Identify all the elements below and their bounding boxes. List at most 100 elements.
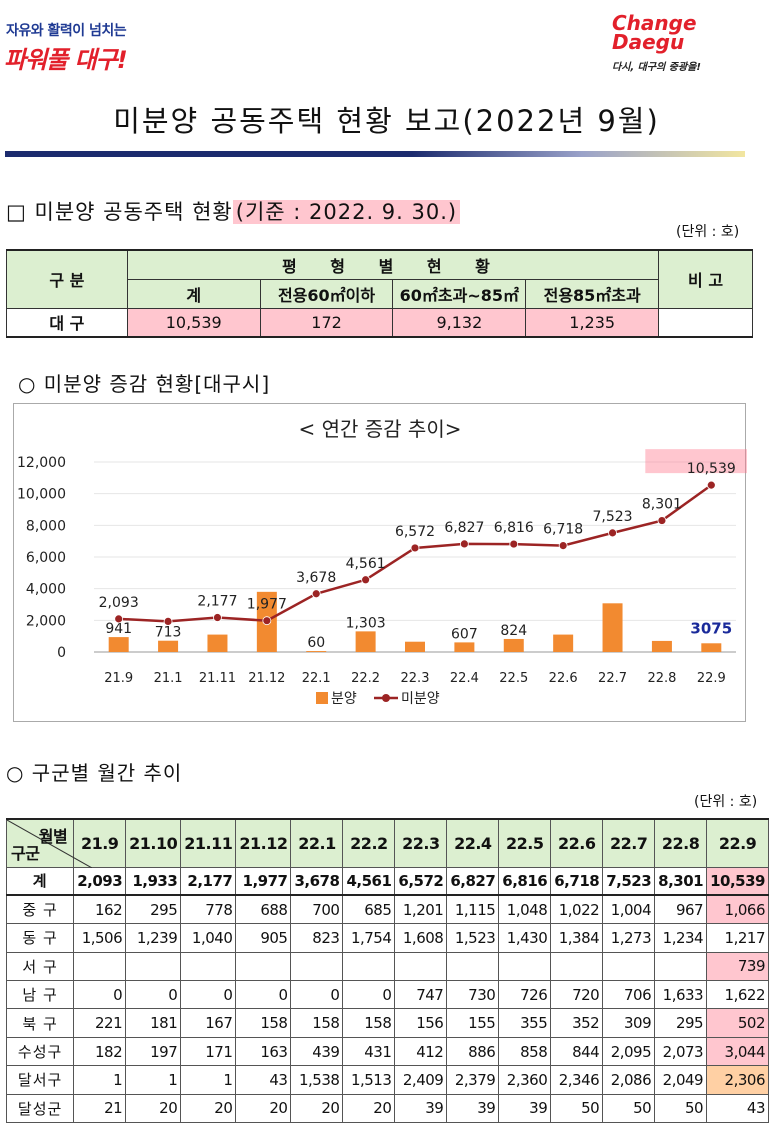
table-cell: 158	[290, 1008, 344, 1038]
table-cell: 844	[550, 1036, 604, 1067]
month-header: 22.4	[446, 818, 500, 868]
table-cell: 1,523	[446, 923, 500, 953]
table-cell: 1,201	[394, 894, 448, 925]
section3-unit: (단위 : 호)	[694, 794, 758, 810]
x-tick-label: 22.8	[647, 671, 676, 686]
row-label-daegu: 대 구	[6, 307, 128, 338]
table-cell: 20	[235, 1093, 292, 1124]
table-cell: 2,177	[180, 866, 237, 897]
line-data-label: 2,093	[99, 595, 139, 611]
line-point	[410, 543, 420, 553]
value-under60: 172	[259, 307, 394, 338]
table-cell: 171	[180, 1036, 237, 1067]
table-cell: 858	[498, 1036, 552, 1067]
month-header: 21.10	[125, 818, 182, 868]
table-cell: 182	[73, 1036, 127, 1067]
total-row: 계 2,093 1,933 2,177 1,977 3,678 4,561 6,572 6,82…	[5, 866, 769, 897]
month-header: 22.1	[290, 818, 344, 868]
table-cell: 2,346	[550, 1065, 604, 1095]
x-tick-label: 21.11	[199, 671, 236, 686]
table-cell: 6,827	[446, 866, 500, 897]
table-cell: 309	[602, 1008, 656, 1038]
table-cell: 412	[394, 1036, 448, 1067]
value-60to85: 9,132	[392, 307, 527, 338]
bar	[454, 642, 475, 652]
table-cell: 8,301	[654, 866, 708, 897]
table-cell: 10,539	[706, 866, 769, 897]
month-header: 22.3	[394, 818, 448, 868]
bar	[503, 638, 524, 652]
line-data-label: 7,523	[592, 509, 632, 525]
table-cell: 20	[342, 1093, 396, 1124]
table-cell	[394, 951, 448, 982]
x-tick-label: 21.1	[154, 671, 183, 686]
trend-chart: < 연간 증감 추이> 12,000 10,000 8,000 6,000 4,000 2,…	[17, 417, 747, 707]
table-cell: 1,273	[602, 923, 656, 953]
y-tick-label: 12,000	[17, 455, 66, 471]
table-cell: 1,239	[125, 923, 182, 953]
table-cell: 1,754	[342, 923, 396, 953]
sub-header-60to85: 60㎡초과~85㎡	[392, 278, 527, 309]
table-cell: 502	[706, 1008, 769, 1038]
month-header: 22.8	[654, 818, 708, 868]
month-header: 21.12	[235, 818, 292, 868]
note-header: 비 고	[658, 249, 753, 309]
value-total: 10,539	[126, 307, 261, 338]
row-label: 달서구	[5, 1065, 75, 1095]
line-data-label: 8,301	[642, 497, 682, 513]
district-row: 북 구 221 181 167 158 158 158 156 155 355 352 309 295 5…	[5, 1008, 769, 1038]
x-tick-label: 22.3	[401, 671, 430, 686]
table-cell: 158	[342, 1008, 396, 1038]
table-cell	[180, 951, 237, 982]
table-cell: 1,430	[498, 923, 552, 953]
table-cell: 355	[498, 1008, 552, 1038]
table-cell: 352	[550, 1008, 604, 1038]
table-cell: 1,633	[654, 980, 708, 1010]
table-cell: 155	[446, 1008, 500, 1038]
table-cell: 20	[290, 1093, 344, 1124]
table-cell: 21	[73, 1093, 127, 1124]
bar-data-label: 60	[307, 635, 325, 651]
title-rule	[5, 151, 745, 157]
table-cell	[290, 951, 344, 982]
y-tick-label: 4,000	[26, 582, 66, 598]
table-cell: 50	[602, 1093, 656, 1124]
bar-data-label: 1,303	[346, 615, 386, 631]
table-cell: 1,977	[235, 866, 292, 897]
line-point	[706, 480, 716, 490]
sub-header-over85: 전용85㎡초과	[525, 278, 660, 309]
table-cell: 1	[125, 1065, 182, 1095]
line-point	[558, 541, 568, 551]
table-cell	[125, 951, 182, 982]
table-cell: 0	[73, 980, 127, 1010]
value-note	[658, 307, 753, 338]
table-cell: 20	[180, 1093, 237, 1124]
district-row: 서 구 739	[5, 951, 769, 982]
table-cell: 1,048	[498, 894, 552, 925]
table-cell: 688	[235, 894, 292, 925]
line-data-label: 6,827	[444, 520, 484, 536]
row-label: 서 구	[5, 951, 75, 982]
table-cell: 2,379	[446, 1065, 500, 1095]
table-cell: 1,004	[602, 894, 656, 925]
row-label: 남 구	[5, 980, 75, 1010]
bar	[602, 603, 623, 652]
line-point	[608, 528, 617, 538]
table-cell: 39	[498, 1093, 552, 1124]
month-header: 22.7	[602, 818, 656, 868]
table-cell: 156	[394, 1008, 448, 1038]
table-cell: 685	[342, 894, 396, 925]
bar	[108, 637, 129, 652]
table-cell: 778	[180, 894, 237, 925]
table-cell: 0	[235, 980, 292, 1010]
corner-header: 월별 구군	[5, 818, 92, 868]
table-cell: 1,384	[550, 923, 604, 953]
x-tick-label: 22.4	[450, 671, 479, 686]
table-cell: 823	[290, 923, 344, 953]
table-cell: 1	[73, 1065, 127, 1095]
slogan-line1: 자유와 활력이 넘치는	[6, 23, 127, 39]
span-header: 평 형 별 현 황	[126, 249, 660, 280]
table-cell: 163	[235, 1036, 292, 1067]
table-cell	[602, 951, 656, 982]
table-cell: 221	[73, 1008, 127, 1038]
